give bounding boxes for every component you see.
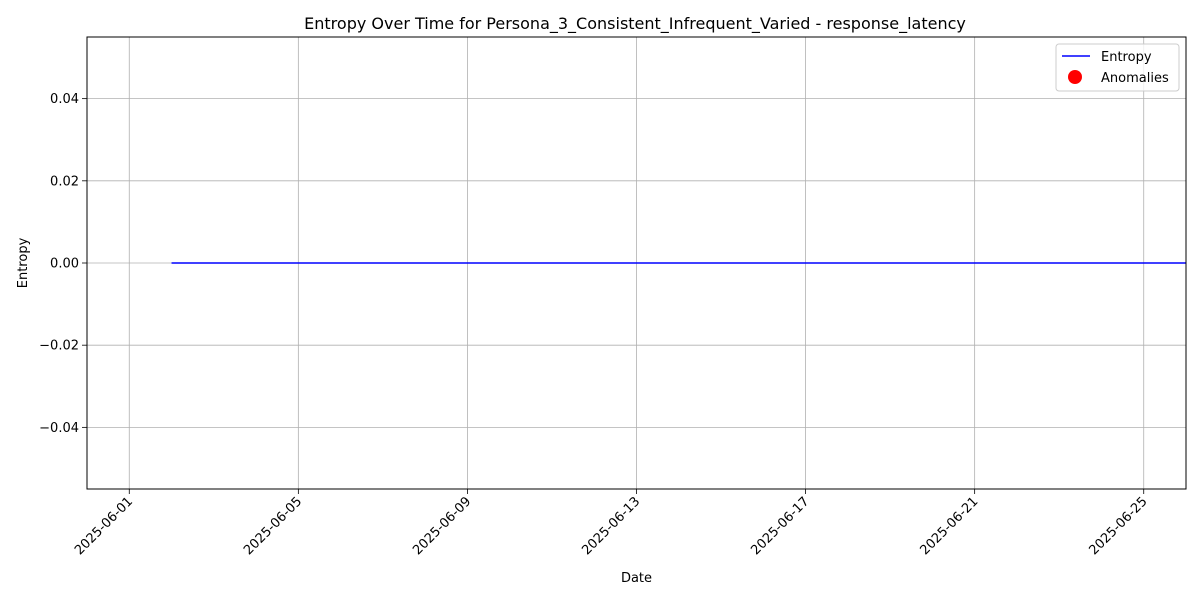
y-tick-label: 0.02	[50, 174, 79, 189]
x-tick-label: 2025-06-13	[579, 494, 643, 558]
legend-marker-swatch	[1068, 70, 1082, 84]
x-tick-label: 2025-06-09	[410, 494, 474, 558]
x-tick-label: 2025-06-01	[72, 494, 136, 558]
x-axis-label: Date	[621, 571, 652, 586]
y-tick-label: −0.04	[39, 421, 79, 436]
y-axis: 0.04 0.02 0.00 −0.02 −0.04	[39, 92, 87, 436]
y-tick-label: 0.00	[50, 257, 79, 272]
chart-title: Entropy Over Time for Persona_3_Consiste…	[304, 14, 966, 34]
legend-label: Anomalies	[1101, 71, 1169, 86]
x-tick-label: 2025-06-17	[748, 494, 812, 558]
x-axis: 2025-06-01 2025-06-05 2025-06-09 2025-06-13…	[72, 489, 1151, 558]
legend-label: Entropy	[1101, 50, 1152, 65]
y-tick-label: −0.02	[39, 339, 79, 354]
y-axis-label: Entropy	[16, 237, 31, 288]
x-tick-label: 2025-06-25	[1087, 494, 1151, 558]
legend: Entropy Anomalies	[1055, 43, 1180, 92]
x-tick-label: 2025-06-21	[917, 494, 981, 558]
y-tick-label: 0.04	[50, 92, 79, 107]
x-tick-label: 2025-06-05	[241, 494, 305, 558]
